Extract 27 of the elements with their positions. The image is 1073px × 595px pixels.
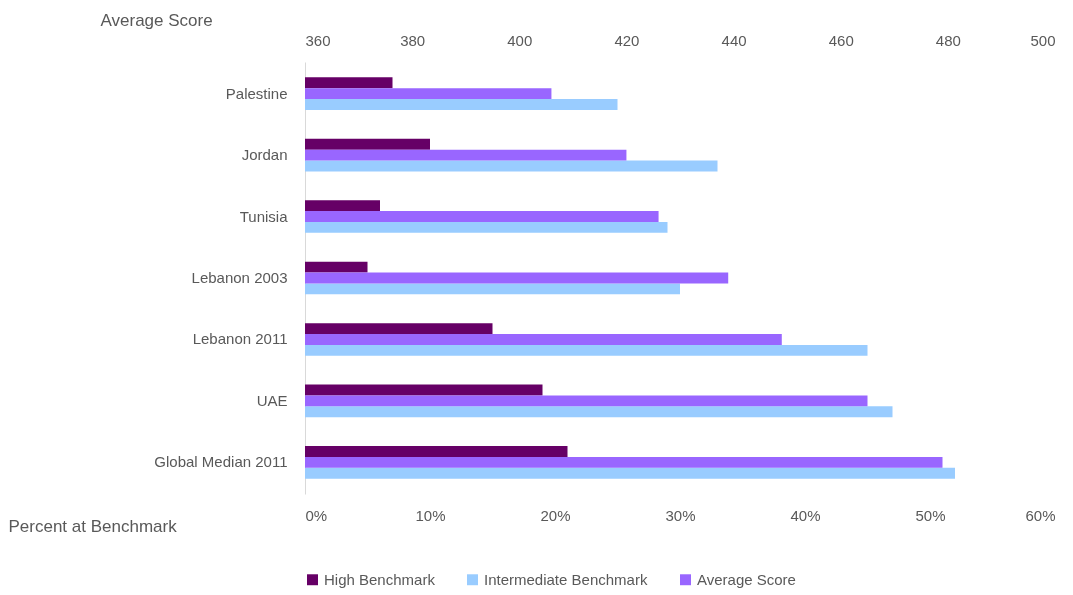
y-tick-label: Jordan bbox=[241, 146, 288, 164]
x2-tick-label: 460 bbox=[828, 31, 854, 49]
x-tick-label: 20% bbox=[540, 506, 571, 524]
x2-tick-label: 360 bbox=[305, 31, 331, 49]
y-tick-label: Tunisia bbox=[239, 207, 289, 225]
x2-tick-label: 440 bbox=[721, 31, 747, 49]
x2-tick-label: 480 bbox=[935, 31, 961, 49]
x-tick-label: 50% bbox=[915, 506, 946, 524]
x-tick-label: 0% bbox=[305, 506, 328, 524]
x2-tick-label: 380 bbox=[400, 31, 426, 49]
legend-label: High Benchmark bbox=[324, 570, 436, 588]
x-tick-label: 30% bbox=[665, 506, 696, 524]
y-tick-label: Lebanon 2011 bbox=[192, 330, 288, 348]
legend-label: Intermediate Benchmark bbox=[484, 570, 648, 588]
x2-tick-label: 420 bbox=[614, 31, 640, 49]
x-tick-label: 60% bbox=[1025, 506, 1056, 524]
x-tick-label: 10% bbox=[415, 506, 446, 524]
x2-tick-label: 500 bbox=[1030, 31, 1056, 49]
y-tick-label: Lebanon 2003 bbox=[191, 269, 288, 286]
y-tick-label: Global Median 2011 bbox=[154, 453, 288, 471]
x-tick-label: 40% bbox=[790, 506, 821, 524]
x-axis-title: Percent at Benchmark bbox=[8, 516, 178, 536]
legend-label: Average Score bbox=[697, 570, 796, 588]
x2-tick-label: 400 bbox=[507, 31, 533, 49]
y-tick-label: Palestine bbox=[225, 84, 288, 102]
x2-axis-title: Average Score bbox=[100, 10, 213, 30]
y-tick-label: UAE bbox=[256, 391, 288, 409]
